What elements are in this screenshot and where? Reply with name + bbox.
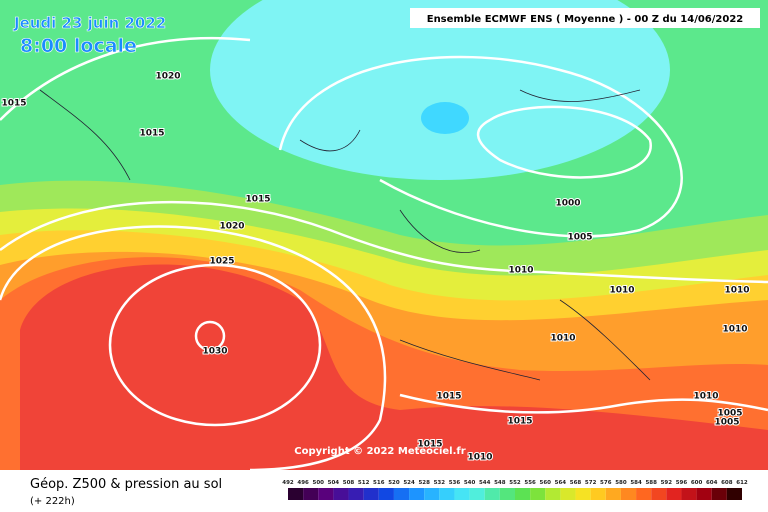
isobar-label: 1010	[467, 453, 492, 463]
scale-tick-label: 584	[630, 480, 642, 486]
scale-tick-label: 568	[570, 480, 582, 486]
scale-cell	[515, 488, 531, 500]
scale-tick-label: 588	[645, 480, 657, 486]
scale-tick-label: 528	[418, 480, 430, 486]
scale-cell	[666, 488, 682, 500]
scale-cell	[469, 488, 485, 500]
scale-tick-label: 552	[509, 480, 521, 486]
scale-tick-label: 560	[540, 480, 552, 486]
isobar-labels: 1020 1015 1015 1015 1020 1025 1030 1000 1005 1010…	[0, 71, 750, 464]
isobar-label: 1015	[436, 392, 461, 402]
scale-tick-label: 572	[585, 480, 597, 486]
scale-tick-label: 516	[373, 480, 385, 486]
scale-cell	[560, 488, 576, 500]
scale-cell	[288, 488, 304, 500]
isobar-label: 1020	[219, 222, 244, 232]
isobar-label: 1015	[1, 99, 26, 109]
forecast-time: 8:00 locale	[20, 35, 137, 57]
scale-cell	[333, 488, 349, 500]
isobar-label: 1015	[417, 440, 442, 450]
scale-tick-label: 524	[403, 480, 415, 486]
scale-tick-label: 500	[313, 480, 325, 486]
isobar-label: 1010	[722, 325, 747, 335]
isobar-label: 1010	[724, 286, 749, 296]
scale-cell	[696, 488, 712, 500]
scale-cell	[393, 488, 410, 500]
scale-tick-label: 600	[691, 480, 703, 486]
copyright: Copyright © 2022 Meteociel.fr	[294, 446, 465, 457]
scale-tick-label: 512	[358, 480, 370, 486]
isobar-label: 1010	[693, 392, 718, 402]
scale-cell	[439, 488, 455, 500]
coastlines	[39, 89, 651, 381]
scale-cell	[636, 488, 652, 500]
scale-tick-label: 604	[706, 480, 718, 486]
isobar-label: 1025	[209, 257, 234, 267]
scale-cell	[590, 488, 606, 500]
scale-tick-label: 548	[494, 480, 506, 486]
isobar-label: 1010	[508, 266, 533, 276]
scale-cell	[348, 488, 364, 500]
scale-tick-label: 540	[464, 480, 476, 486]
scale-cell	[620, 488, 637, 500]
scale-tick-label: 564	[555, 480, 567, 486]
scale-tick-label: 536	[449, 480, 461, 486]
scale-tick-label: 576	[600, 480, 612, 486]
isobar-label: 1030	[202, 347, 227, 357]
scale-cell	[575, 488, 591, 500]
isobar-label: 1015	[139, 129, 164, 139]
scale-cell	[651, 488, 667, 500]
scale-tick-label: 492	[282, 480, 294, 486]
isobar-label: 1000	[555, 199, 580, 209]
scale-tick-label: 520	[388, 480, 400, 486]
scale-tick-label: 532	[434, 480, 446, 486]
isobar-label: 1005	[567, 233, 592, 243]
scale-tick-label: 608	[721, 480, 733, 486]
scale-tick-label: 580	[615, 480, 627, 486]
scale-tick-label: 612	[736, 480, 748, 486]
isobar-label: 1010	[550, 334, 575, 344]
scale-tick-label: 504	[328, 480, 340, 486]
color-scale: 492 496 500 504 508 512 516 520 524 528 532 536 540 5…	[282, 480, 748, 500]
run-info-box	[410, 8, 760, 28]
scale-cell	[303, 488, 319, 500]
run-info: Ensemble ECMWF ENS ( Moyenne ) - 00 Z du…	[427, 14, 744, 25]
isobar-label: 1015	[245, 195, 270, 205]
scale-cell	[726, 488, 742, 500]
isobars	[0, 36, 768, 472]
isobar-label: 1015	[507, 417, 532, 427]
isobar-label: 1020	[155, 72, 180, 82]
forecast-date: Jeudi 23 juin 2022	[13, 14, 166, 32]
scale-cell	[711, 488, 727, 500]
scale-tick-label: 556	[524, 480, 536, 486]
footer-title: Géop. Z500 & pression au sol	[30, 477, 222, 492]
isobar-label: 1005	[714, 418, 739, 428]
scale-cell	[454, 488, 470, 500]
scale-tick-label: 596	[676, 480, 688, 486]
scale-cell	[499, 488, 515, 500]
scale-cell	[605, 488, 621, 500]
scale-cell	[378, 488, 394, 500]
scale-tick-label: 508	[343, 480, 355, 486]
scale-cell	[681, 488, 697, 500]
scale-cell	[484, 488, 500, 500]
isobar-label: 1005	[717, 409, 742, 419]
scale-cell	[545, 488, 561, 500]
scale-tick-label: 544	[479, 480, 491, 486]
scale-cell	[530, 488, 546, 500]
scale-cell	[424, 488, 440, 500]
isobar-label: 1010	[609, 286, 634, 296]
scale-tick-label: 496	[297, 480, 309, 486]
scale-cell	[318, 488, 334, 500]
scale-tick-label: 592	[661, 480, 673, 486]
scale-cell	[363, 488, 379, 500]
lead-time: (+ 222h)	[30, 496, 75, 507]
scale-cell	[409, 488, 425, 500]
